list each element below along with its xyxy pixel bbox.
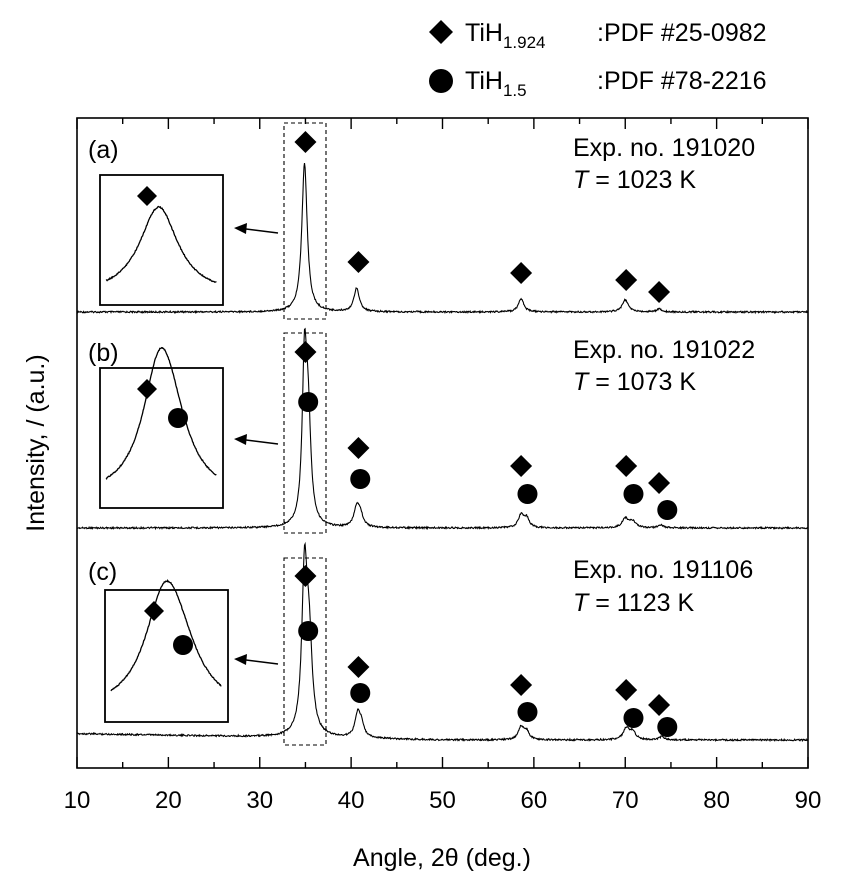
y-axis-title: Intensity, / (a.u.): [22, 354, 50, 531]
peak-circle-marker: [298, 621, 319, 641]
x-axis-ticks: [76, 118, 809, 768]
temperature-label: T = 1073 K: [573, 368, 696, 396]
inset-arrow-line: [245, 439, 279, 445]
inset-arrow-line: [245, 228, 279, 234]
peak-diamond-marker: [615, 679, 638, 701]
x-tick-label: 90: [795, 787, 822, 814]
temperature-symbol: T: [573, 368, 590, 396]
x-tick-label: 50: [429, 787, 456, 814]
peak-circle-marker: [623, 484, 644, 504]
peak-diamond-marker: [294, 131, 317, 153]
temperature-value: = 1123 K: [588, 589, 694, 617]
peak-diamond-marker: [347, 251, 370, 273]
xrd-pattern-line: [77, 541, 809, 743]
peak-diamond-marker: [615, 455, 638, 477]
peak-diamond-marker: [510, 674, 533, 696]
x-tick-label: 30: [246, 787, 273, 814]
x-tick-label: 60: [521, 787, 548, 814]
peak-diamond-marker: [510, 455, 533, 477]
peak-circle-marker: [657, 500, 678, 520]
inset-arrow-line: [245, 659, 279, 665]
temperature-symbol: T: [573, 166, 590, 194]
legend-ref-tih15: :PDF #78-2216: [597, 67, 767, 95]
legend-label-tih15: TiH1.5: [465, 67, 527, 100]
peak-circle-marker: [623, 708, 644, 728]
inset-arrow-head: [234, 223, 247, 234]
peak-circle-marker: [657, 717, 678, 737]
inset-circle-marker: [173, 635, 193, 655]
peak-circle-marker: [517, 702, 538, 722]
x-tick-label: 10: [64, 787, 91, 814]
x-tick-label: 70: [612, 787, 639, 814]
experiment-number: Exp. no. 191106: [573, 556, 753, 584]
x-axis-tick-labels: 10 20 30 40 50 60 70 80 90: [64, 787, 822, 814]
x-tick-label: 80: [703, 787, 730, 814]
panel-label: (a): [88, 136, 119, 164]
inset-arrow-head: [234, 654, 247, 665]
peak-diamond-marker: [294, 565, 317, 587]
legend: TiH1.924 :PDF #25-0982 TiH1.5 :PDF #78-2…: [429, 19, 767, 100]
peak-diamond-marker: [648, 694, 671, 716]
inset-diamond-marker: [137, 186, 157, 206]
legend-entry-tih1924: TiH1.924 :PDF #25-0982: [429, 19, 767, 52]
inset-box: [99, 174, 224, 306]
temperature-label: T = 1123 K: [573, 589, 694, 617]
peak-diamond-marker: [294, 341, 317, 363]
experiment-number: Exp. no. 191020: [573, 134, 755, 162]
inset-diamond-marker: [144, 601, 164, 621]
peak-circle-marker: [517, 484, 538, 504]
xrd-pattern-line: [76, 163, 808, 315]
peak-diamond-marker: [615, 269, 638, 291]
inset-peak-line: [110, 578, 222, 692]
legend-ref-tih1924: :PDF #25-0982: [597, 19, 767, 47]
peak-diamond-marker: [510, 262, 533, 284]
legend-label-tih1924: TiH1.924: [465, 19, 546, 52]
zoom-region-box: [283, 332, 327, 534]
peak-diamond-marker: [347, 437, 370, 459]
panel-label: (c): [88, 558, 117, 586]
peak-diamond-marker: [648, 281, 671, 303]
temperature-label: T = 1023 K: [573, 166, 696, 194]
peak-diamond-marker: [347, 656, 370, 678]
legend-diamond-marker: [429, 20, 453, 44]
inset-box: [104, 589, 229, 723]
inset-box: [99, 367, 224, 509]
xrd-pattern-line: [76, 327, 808, 531]
peak-diamond-marker: [648, 472, 671, 494]
panel-b: (b) Exp. no. 191022 T = 1073 K: [76, 327, 808, 534]
temperature-symbol: T: [573, 589, 590, 617]
inset-peak-line: [105, 346, 217, 480]
peak-circle-marker: [350, 469, 371, 489]
zoom-region-box: [283, 557, 327, 746]
inset-circle-marker: [168, 408, 188, 428]
x-tick-label: 20: [155, 787, 182, 814]
panels: (a) Exp. no. 191020 T = 1023 K (b) Exp. no. …: [76, 122, 809, 746]
peak-circle-marker: [298, 392, 319, 412]
zoom-region-box: [283, 122, 327, 320]
peak-circle-marker: [350, 683, 371, 703]
legend-entry-tih15: TiH1.5 :PDF #78-2216: [429, 67, 767, 100]
experiment-number: Exp. no. 191022: [573, 336, 755, 364]
panel-label: (b): [88, 339, 119, 367]
legend-circle-marker: [429, 69, 453, 93]
panel-c: (c) Exp. no. 191106 T = 1123 K: [77, 541, 809, 746]
panel-a: (a) Exp. no. 191020 T = 1023 K: [76, 122, 808, 320]
inset-peak-line: [105, 205, 217, 283]
inset-diamond-marker: [137, 379, 157, 399]
x-tick-label: 40: [338, 787, 365, 814]
temperature-value: = 1073 K: [588, 368, 696, 396]
temperature-value: = 1023 K: [588, 166, 696, 194]
x-axis-title: Angle, 2θ (deg.): [353, 844, 531, 872]
inset-arrow-head: [234, 434, 247, 445]
